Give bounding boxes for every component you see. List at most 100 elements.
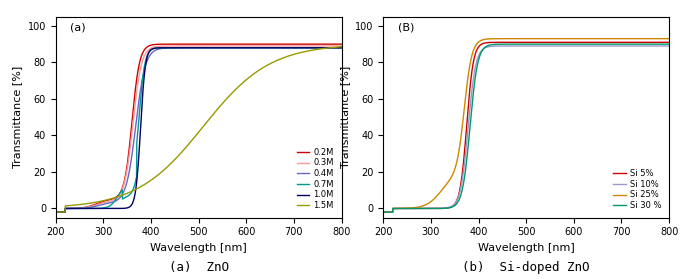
0.3M: [100, 201, 108, 204]
Si 5%: [503, 41, 512, 44]
1.0M: [89, 207, 98, 210]
0.7M: [247, 46, 256, 49]
Si 25%: [379, 210, 388, 214]
Line: 1.0M: 1.0M: [56, 48, 342, 212]
Si 5%: [585, 41, 593, 44]
1.5M: [52, 210, 60, 214]
Text: (b)  Si-doped ZnO: (b) Si-doped ZnO: [463, 261, 590, 274]
0.7M: [89, 207, 98, 210]
1.0M: [224, 46, 232, 49]
0.2M: [52, 210, 60, 214]
Si 25%: [475, 40, 484, 43]
Si 30 %: [606, 42, 614, 46]
Si 5%: [427, 207, 436, 210]
0.2M: [176, 42, 184, 46]
Si 5%: [475, 44, 484, 47]
0.4M: [52, 210, 60, 214]
Line: Si 5%: Si 5%: [383, 42, 669, 212]
Si 10%: [475, 52, 484, 55]
Si 25%: [427, 199, 436, 203]
Si 5%: [529, 41, 537, 44]
Si 25%: [535, 37, 544, 40]
Line: 0.2M: 0.2M: [56, 44, 342, 212]
Si 30 %: [665, 42, 673, 46]
0.7M: [208, 46, 216, 49]
0.3M: [201, 44, 210, 48]
Line: Si 30 %: Si 30 %: [383, 44, 669, 212]
1.5M: [89, 201, 98, 204]
1.0M: [52, 210, 60, 214]
Si 30 %: [475, 55, 484, 58]
Si 30 %: [535, 42, 544, 46]
Si 10%: [535, 44, 544, 48]
1.0M: [148, 47, 156, 51]
Si 30 %: [379, 210, 388, 214]
Si 25%: [417, 205, 425, 208]
Line: 0.4M: 0.4M: [56, 48, 342, 212]
0.2M: [208, 42, 216, 46]
0.4M: [307, 46, 315, 49]
Si 30 %: [417, 207, 425, 210]
1.5M: [100, 199, 108, 202]
0.4M: [148, 51, 156, 54]
Legend: Si 5%, Si 10%, Si 25%, Si 30 %: Si 5%, Si 10%, Si 25%, Si 30 %: [610, 166, 665, 213]
0.7M: [337, 46, 346, 49]
Si 25%: [529, 37, 537, 40]
0.4M: [176, 46, 184, 49]
0.2M: [288, 42, 296, 46]
1.5M: [148, 178, 156, 181]
Si 5%: [665, 41, 673, 44]
Si 5%: [417, 207, 425, 210]
0.2M: [201, 42, 210, 46]
0.2M: [337, 42, 346, 46]
X-axis label: Wavelength [nm]: Wavelength [nm]: [478, 243, 574, 253]
Si 10%: [427, 207, 436, 210]
Y-axis label: Transmittance [%]: Transmittance [%]: [12, 66, 22, 168]
Si 30 %: [427, 207, 436, 210]
Si 10%: [417, 207, 425, 210]
Si 10%: [379, 210, 388, 214]
Si 25%: [503, 37, 512, 40]
Line: Si 10%: Si 10%: [383, 46, 669, 212]
0.7M: [52, 210, 60, 214]
0.2M: [100, 199, 108, 203]
Line: 1.5M: 1.5M: [56, 47, 342, 212]
1.5M: [201, 122, 210, 125]
0.4M: [201, 46, 210, 49]
0.4M: [208, 46, 216, 49]
1.5M: [337, 45, 346, 48]
Si 10%: [529, 44, 537, 48]
0.7M: [100, 206, 108, 210]
Si 30 %: [503, 42, 512, 46]
Si 25%: [665, 37, 673, 40]
Si 5%: [379, 210, 388, 214]
0.4M: [89, 205, 98, 208]
0.4M: [100, 203, 108, 206]
Si 5%: [535, 41, 544, 44]
Si 10%: [604, 44, 613, 48]
0.7M: [201, 46, 210, 49]
Si 10%: [503, 44, 512, 48]
X-axis label: Wavelength [nm]: Wavelength [nm]: [151, 243, 247, 253]
0.3M: [208, 44, 216, 48]
Text: (B): (B): [397, 23, 414, 33]
Text: (a)  ZnO: (a) ZnO: [169, 261, 229, 274]
Line: 0.7M: 0.7M: [56, 48, 342, 212]
1.5M: [208, 114, 216, 118]
Y-axis label: Transmittance [%]: Transmittance [%]: [339, 66, 350, 168]
Line: 0.3M: 0.3M: [56, 46, 342, 212]
0.2M: [89, 203, 98, 207]
0.4M: [337, 46, 346, 49]
0.7M: [176, 46, 184, 49]
1.5M: [176, 153, 184, 156]
1.0M: [208, 46, 216, 49]
0.3M: [148, 46, 156, 49]
0.7M: [148, 48, 156, 51]
1.0M: [201, 46, 210, 49]
0.2M: [148, 43, 156, 47]
Si 30 %: [529, 42, 537, 46]
1.0M: [337, 46, 346, 49]
Si 25%: [665, 37, 673, 40]
1.0M: [100, 207, 108, 210]
0.3M: [176, 44, 184, 48]
